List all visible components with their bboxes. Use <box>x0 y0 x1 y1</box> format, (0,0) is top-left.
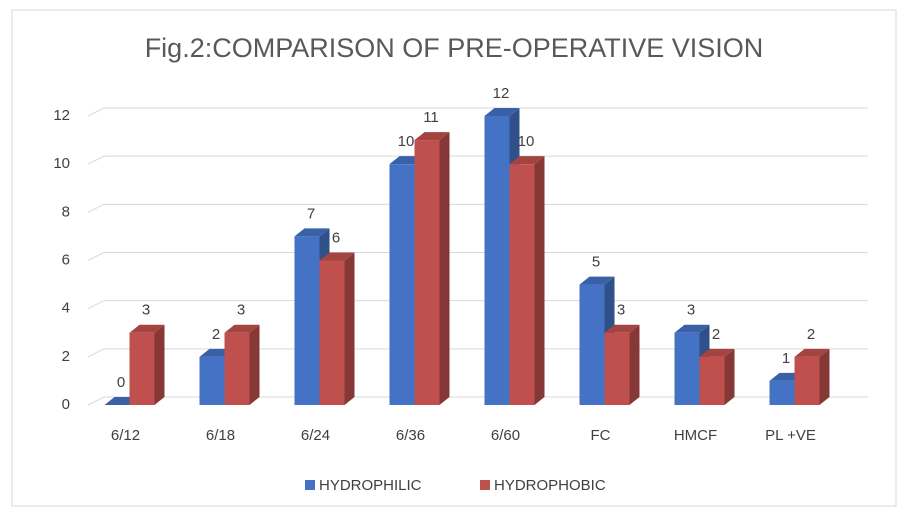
data-label: 3 <box>687 302 695 319</box>
chart-title: Fig.2:COMPARISON OF PRE-OPERATIVE VISION <box>145 33 764 63</box>
data-label: 2 <box>212 326 220 343</box>
bar <box>319 260 345 405</box>
bar <box>604 332 630 405</box>
y-tick-label: 12 <box>53 107 70 124</box>
bar-side <box>629 324 640 405</box>
bar <box>484 116 510 405</box>
bar-top <box>414 132 450 141</box>
bar-top <box>604 324 640 333</box>
data-label: 2 <box>807 326 815 343</box>
grid-line <box>87 107 868 117</box>
x-tick-label: 6/36 <box>396 427 425 444</box>
bar-top <box>579 276 615 285</box>
data-label: 5 <box>592 254 600 271</box>
bar <box>769 380 795 405</box>
data-label: 6 <box>332 229 340 246</box>
x-tick-label: 6/12 <box>111 427 140 444</box>
data-label: 10 <box>398 133 415 150</box>
bar <box>199 356 225 405</box>
bar-top <box>794 348 830 357</box>
grid-line <box>87 203 868 213</box>
y-tick-label: 4 <box>62 300 70 317</box>
x-tick-label: HMCF <box>674 427 717 444</box>
bar-top <box>319 252 355 261</box>
data-label: 0 <box>117 374 125 391</box>
bar-side <box>534 156 545 405</box>
grid-line <box>87 155 868 165</box>
bar-side <box>724 348 735 405</box>
data-label: 12 <box>493 85 510 102</box>
grid-line <box>87 252 868 261</box>
chart-border <box>11 9 897 507</box>
bar <box>674 332 700 405</box>
y-tick-label: 2 <box>62 348 70 365</box>
y-tick-label: 6 <box>62 251 70 268</box>
bar <box>129 332 155 405</box>
bar <box>389 164 415 405</box>
bar <box>579 284 605 405</box>
bar-top <box>699 348 735 357</box>
bar-top <box>674 324 710 333</box>
bar-side <box>819 348 830 405</box>
x-tick-label: FC <box>591 427 611 444</box>
bar-top <box>224 324 260 333</box>
bar-top <box>129 324 165 333</box>
x-tick-label: 6/18 <box>206 427 235 444</box>
x-tick-label: 6/60 <box>491 427 520 444</box>
bar-top <box>294 228 330 237</box>
y-tick-label: 8 <box>62 203 70 220</box>
bar-top <box>509 156 545 165</box>
data-label: 3 <box>237 302 245 319</box>
bar-side <box>344 252 355 405</box>
y-tick-label: 0 <box>62 396 70 413</box>
bar <box>699 356 725 405</box>
data-label: 10 <box>518 133 535 150</box>
bar-top <box>484 108 520 116</box>
bar <box>794 356 820 405</box>
bar-side <box>439 132 450 406</box>
data-label: 3 <box>142 302 150 319</box>
bar <box>414 140 440 406</box>
y-tick-label: 10 <box>53 155 70 172</box>
x-tick-label: PL +VE <box>765 427 816 444</box>
bar-side <box>154 324 165 405</box>
x-tick-label: 6/24 <box>301 427 330 444</box>
data-label: 3 <box>617 302 625 319</box>
bar <box>509 164 535 405</box>
legend-swatch <box>305 480 315 490</box>
bar <box>224 332 250 405</box>
data-label: 7 <box>307 205 315 222</box>
legend-label: HYDROPHILIC <box>319 477 422 494</box>
data-label: 1 <box>782 350 790 367</box>
data-label: 2 <box>712 326 720 343</box>
bar <box>294 236 320 405</box>
bar-side <box>249 324 260 405</box>
legend-swatch <box>480 480 490 490</box>
legend-label: HYDROPHOBIC <box>494 477 606 494</box>
data-label: 11 <box>423 109 439 126</box>
